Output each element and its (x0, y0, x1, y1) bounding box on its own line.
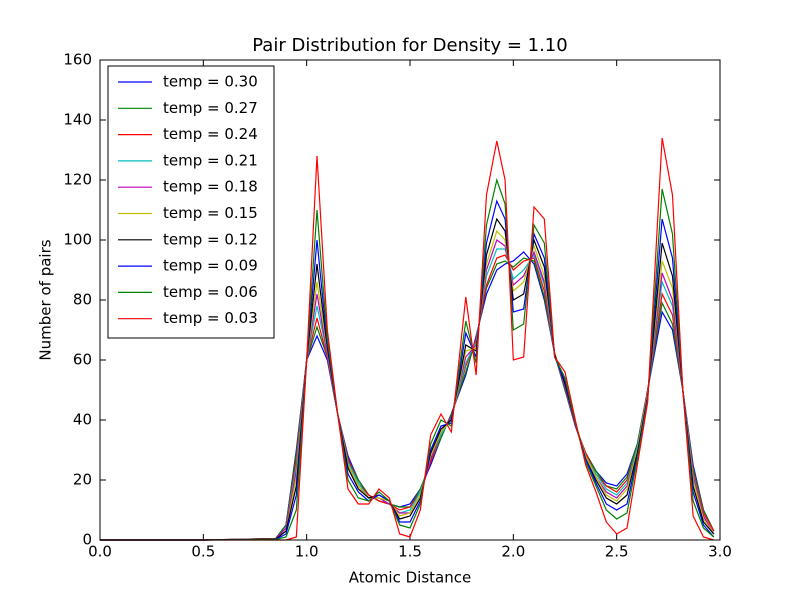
series-line (100, 137, 714, 541)
y-tick-label: 0 (82, 531, 92, 549)
x-axis-label: Atomic Distance (349, 569, 471, 587)
legend-label: temp = 0.06 (163, 283, 258, 301)
legend-label: temp = 0.18 (163, 178, 258, 196)
y-tick-label: 120 (63, 171, 92, 189)
y-tick-label: 60 (73, 351, 92, 369)
y-tick-label: 80 (73, 291, 92, 309)
legend-label: temp = 0.15 (163, 204, 258, 222)
x-tick-label: 2.0 (501, 543, 525, 561)
legend-label: temp = 0.21 (163, 151, 258, 169)
x-tick-label: 1.0 (295, 543, 319, 561)
legend-label: temp = 0.27 (163, 99, 258, 117)
chart-title: Pair Distribution for Density = 1.10 (252, 35, 567, 56)
y-tick-label: 20 (73, 471, 92, 489)
legend-label: temp = 0.09 (163, 257, 258, 275)
y-tick-label: 140 (63, 111, 92, 129)
legend-label: temp = 0.03 (163, 309, 258, 327)
legend-label: temp = 0.12 (163, 230, 258, 248)
series-line (100, 177, 715, 541)
legend-label: temp = 0.30 (163, 73, 258, 91)
y-tick-label: 40 (73, 411, 92, 429)
legend-label: temp = 0.24 (163, 125, 258, 143)
x-tick-label: 3.0 (708, 543, 732, 561)
y-tick-label: 160 (63, 51, 92, 69)
x-tick-label: 1.5 (398, 543, 422, 561)
x-tick-label: 2.5 (605, 543, 629, 561)
y-axis-label: Number of pairs (37, 239, 55, 360)
x-tick-label: 0.5 (191, 543, 215, 561)
x-tick-label: 0.0 (88, 543, 112, 561)
plot-frame (99, 59, 721, 541)
y-tick-label: 100 (63, 231, 92, 249)
